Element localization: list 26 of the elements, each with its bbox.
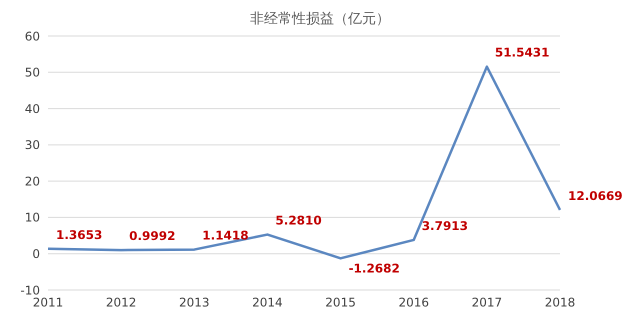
chart-title: 非经常性损益（亿元）	[249, 10, 391, 29]
y-tick-label: -10	[20, 283, 40, 298]
x-tick-label: 2016	[398, 296, 429, 310]
y-tick-label: 60	[24, 29, 40, 44]
x-tick-label: 2012	[106, 296, 136, 310]
line-series	[46, 65, 562, 260]
x-tick-label: 2017	[472, 296, 502, 310]
y-tick-label: 30	[24, 138, 40, 152]
x-tick-label: 2015	[325, 296, 356, 310]
y-tick-label: 20	[24, 174, 40, 188]
data-label: 0.9992	[129, 229, 176, 244]
data-label: 3.7913	[422, 218, 468, 233]
x-tick-label: 2014	[252, 296, 283, 310]
data-label: -1.2682	[348, 261, 400, 276]
data-label: 51.5431	[494, 46, 550, 60]
data-label: 1.3653	[56, 228, 102, 242]
x-tick-label: 2013	[179, 296, 210, 310]
x-tick-label: 2018	[544, 296, 576, 310]
data-label: 12.0669	[568, 188, 623, 203]
data-label: 1.1418	[202, 228, 249, 243]
y-tick-label: 0	[32, 246, 40, 261]
y-tick-label: 50	[24, 66, 40, 80]
data-label: 5.2810	[275, 214, 322, 228]
y-tick-label: 10	[24, 210, 40, 225]
x-tick-label: 2011	[32, 296, 64, 310]
y-tick-label: 40	[24, 102, 40, 116]
